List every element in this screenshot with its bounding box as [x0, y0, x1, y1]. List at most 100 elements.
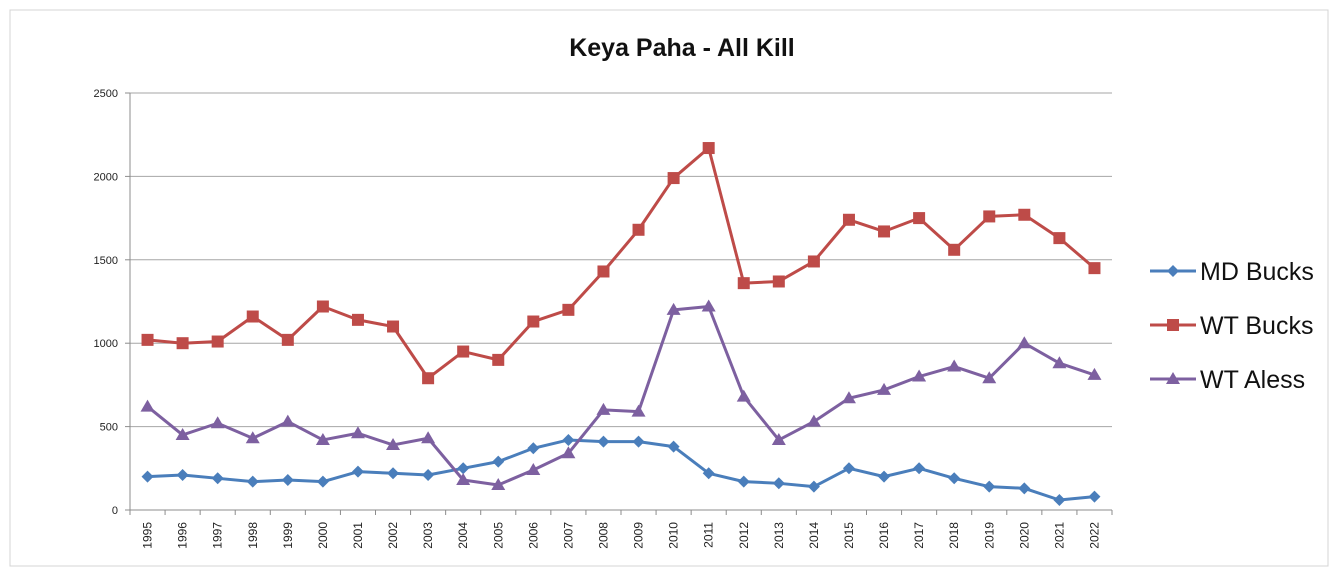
legend-item-wt-aless: WT Aless — [1150, 366, 1305, 394]
legend-swatch-marker — [1166, 372, 1180, 384]
data-point-md-bucks — [492, 455, 505, 468]
data-point-md-bucks — [807, 480, 820, 493]
y-tick-label: 1500 — [94, 255, 118, 267]
data-point-md-bucks — [351, 465, 364, 478]
x-tick-label: 2017 — [912, 522, 926, 549]
legend-label: MD Bucks — [1200, 258, 1314, 286]
x-tick-label: 2010 — [667, 522, 681, 549]
data-point-wt-bucks — [1018, 208, 1031, 221]
data-point-md-bucks — [597, 435, 610, 448]
data-point-wt-aless — [912, 369, 927, 382]
data-point-wt-bucks — [246, 310, 259, 323]
x-tick-label: 2001 — [351, 522, 365, 549]
data-point-wt-aless — [526, 462, 541, 475]
data-point-md-bucks — [527, 442, 540, 455]
data-point-md-bucks — [387, 467, 400, 480]
data-point-wt-bucks — [667, 172, 680, 185]
x-tick-label: 1999 — [281, 522, 295, 549]
data-point-wt-aless — [386, 437, 401, 450]
data-point-md-bucks — [176, 468, 189, 481]
series-line-wt-aless — [146, 305, 1096, 487]
data-point-md-bucks — [1088, 490, 1101, 503]
legend-item-md-bucks: MD Bucks — [1150, 258, 1314, 286]
data-point-wt-aless — [947, 359, 962, 372]
x-tick-label: 2011 — [702, 522, 716, 548]
data-point-md-bucks — [737, 475, 750, 488]
series-layer — [140, 142, 1102, 506]
data-point-wt-aless — [491, 477, 506, 490]
x-tick-label: 2006 — [526, 522, 540, 549]
y-tick-label: 0 — [112, 505, 118, 517]
data-point-md-bucks — [562, 433, 575, 446]
data-point-wt-bucks — [1053, 232, 1066, 245]
x-tick-label: 2016 — [877, 522, 891, 549]
x-tick-label: 2005 — [491, 522, 505, 549]
x-tick-label: 2020 — [1017, 522, 1031, 549]
data-point-md-bucks — [457, 462, 470, 475]
x-tick-label: 1998 — [246, 522, 260, 549]
data-point-md-bucks — [1053, 493, 1066, 506]
x-tick-label: 2008 — [596, 522, 610, 549]
series-line-wt-bucks — [146, 146, 1096, 380]
data-point-md-bucks — [948, 472, 961, 485]
data-point-wt-bucks — [422, 372, 435, 385]
data-point-md-bucks — [878, 470, 891, 483]
data-point-md-bucks — [983, 480, 996, 493]
legend-swatch-marker — [1167, 265, 1179, 277]
chart-frame — [9, 9, 1329, 567]
x-tick-label: 2012 — [737, 522, 751, 549]
x-tick-label: 1995 — [141, 522, 155, 549]
data-point-md-bucks — [211, 472, 224, 485]
data-point-wt-aless — [175, 427, 190, 440]
data-point-wt-bucks — [948, 243, 961, 256]
series-wt-bucks — [141, 142, 1101, 385]
data-point-md-bucks — [1018, 482, 1031, 495]
data-point-md-bucks — [141, 470, 154, 483]
axis-layer: 0 500 1000 1500 2000 2500 1995 1996 1997 1998 1999… — [94, 88, 1113, 549]
data-point-wt-bucks — [878, 225, 891, 238]
data-point-md-bucks — [702, 467, 715, 480]
data-point-wt-bucks — [1088, 262, 1101, 275]
data-point-wt-bucks — [632, 223, 645, 236]
data-point-wt-bucks — [527, 315, 540, 328]
data-point-md-bucks — [632, 435, 645, 448]
data-point-wt-aless — [140, 399, 155, 412]
data-point-wt-aless — [666, 302, 681, 315]
x-tick-label: 2015 — [842, 522, 856, 549]
x-tick-label: 2013 — [772, 522, 786, 549]
x-tick-label: 2022 — [1087, 522, 1101, 549]
data-point-wt-aless — [841, 391, 856, 404]
data-point-wt-bucks — [281, 333, 294, 346]
data-point-wt-bucks — [737, 277, 750, 290]
data-point-wt-aless — [456, 472, 471, 485]
legend-item-wt-bucks: WT Bucks — [1150, 312, 1313, 340]
data-point-md-bucks — [772, 477, 785, 490]
x-tick-label: 1996 — [176, 522, 190, 549]
x-tick-label: 2018 — [947, 522, 961, 549]
legend-label: WT Aless — [1200, 366, 1305, 394]
data-point-wt-aless — [1017, 336, 1032, 349]
x-tick-label: 2021 — [1052, 522, 1066, 549]
data-point-wt-aless — [315, 432, 330, 445]
data-point-wt-bucks — [842, 213, 855, 226]
y-tick-label: 500 — [100, 422, 118, 434]
x-tick-label: 2009 — [632, 522, 646, 549]
x-tick-label: 2000 — [316, 522, 330, 549]
series-line-md-bucks — [146, 438, 1096, 502]
data-point-wt-aless — [806, 414, 821, 427]
data-point-md-bucks — [246, 475, 259, 488]
x-tick-label: 2007 — [561, 522, 575, 549]
data-point-wt-aless — [596, 402, 611, 415]
legend-label: WT Bucks — [1200, 312, 1313, 340]
data-point-wt-aless — [736, 389, 751, 402]
data-point-wt-bucks — [316, 300, 329, 313]
y-tick-label: 1000 — [94, 338, 118, 350]
x-tick-label: 2014 — [807, 522, 821, 549]
series-md-bucks — [141, 433, 1101, 506]
data-point-wt-aless — [771, 432, 786, 445]
legend: MD Bucks WT Bucks WT Aless — [1150, 258, 1314, 394]
chart-title: Keya Paha - All Kill — [569, 34, 795, 62]
data-point-wt-bucks — [457, 345, 470, 358]
